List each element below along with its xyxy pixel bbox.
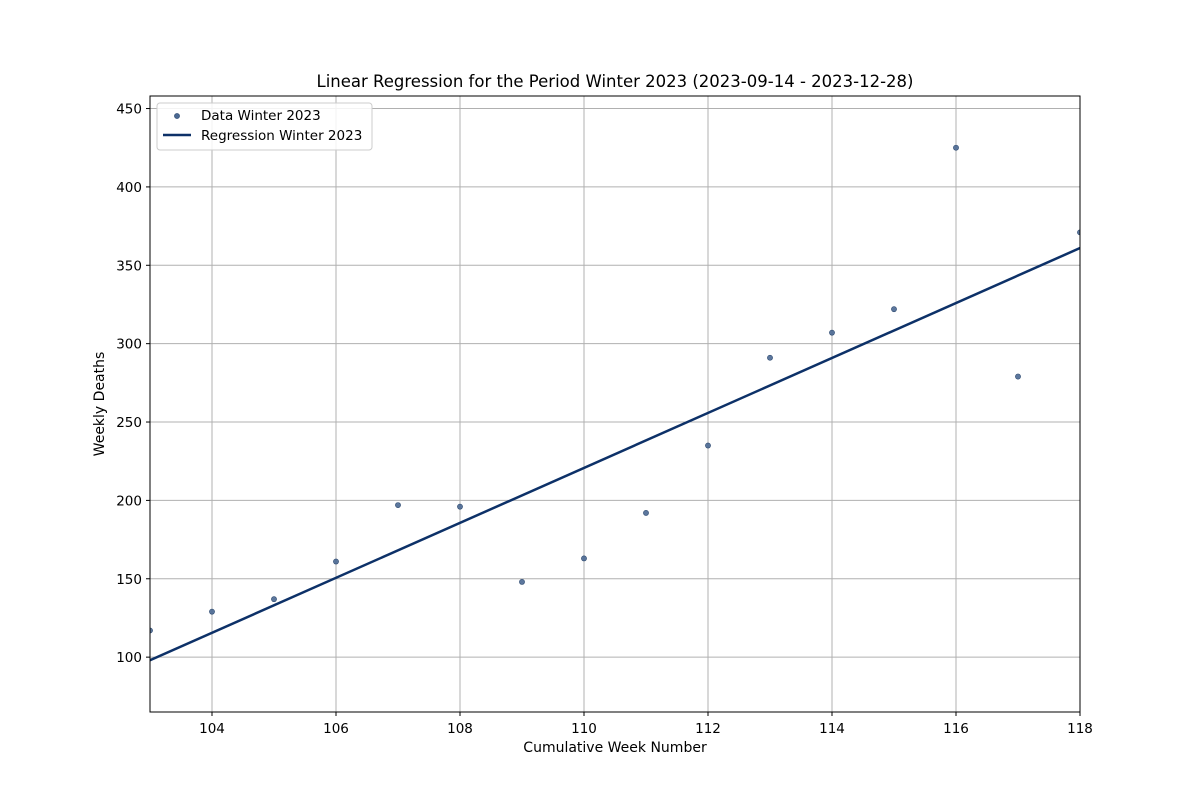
chart-title: Linear Regression for the Period Winter … xyxy=(317,72,914,91)
legend-marker-data xyxy=(174,113,180,119)
data-point xyxy=(1077,229,1080,236)
y-tick-label: 100 xyxy=(116,650,142,666)
legend-box xyxy=(156,102,373,151)
x-tick-label: 106 xyxy=(323,721,349,737)
legend-label-regression: Regression Winter 2023 xyxy=(201,128,362,144)
y-tick-label: 450 xyxy=(116,102,142,118)
plot-area xyxy=(150,144,1080,662)
data-point xyxy=(891,306,897,313)
x-tick-label: 110 xyxy=(571,721,597,737)
data-point xyxy=(457,503,463,510)
x-axis-label: Cumulative Week Number xyxy=(523,740,707,756)
x-tick-label: 116 xyxy=(943,721,969,737)
data-point xyxy=(953,144,959,151)
y-tick-label: 250 xyxy=(116,415,142,431)
data-point xyxy=(395,502,401,508)
x-tick-label: 108 xyxy=(447,721,473,737)
data-point xyxy=(150,627,153,634)
y-tick-label: 200 xyxy=(116,493,142,509)
y-tick-label: 150 xyxy=(116,572,142,588)
y-tick-label: 300 xyxy=(116,337,142,353)
y-axis-label: Weekly Deaths xyxy=(92,352,108,457)
data-point xyxy=(643,510,649,516)
data-point xyxy=(209,608,215,615)
data-point xyxy=(333,558,339,565)
x-tick-label: 112 xyxy=(695,721,721,737)
data-point xyxy=(829,329,835,336)
axes-frame xyxy=(149,95,1081,713)
data-point xyxy=(519,579,525,585)
data-point xyxy=(271,596,277,603)
data-point xyxy=(1015,373,1021,380)
data-point xyxy=(705,442,711,449)
data-point xyxy=(581,555,587,562)
y-tick-label: 400 xyxy=(116,180,142,196)
legend-label-data: Data Winter 2023 xyxy=(201,108,321,124)
x-tick-label: 104 xyxy=(199,721,225,737)
legend: Data Winter 2023 Regression Winter 2023 xyxy=(156,102,373,151)
data-point xyxy=(767,354,773,361)
y-tick-label: 350 xyxy=(116,258,142,274)
regression-line xyxy=(150,246,1080,662)
ticks: 104 106 108 110 112 114 116 118 100 150 200 250 300 3… xyxy=(116,102,1093,737)
x-tick-label: 118 xyxy=(1067,721,1093,737)
x-tick-label: 114 xyxy=(819,721,845,737)
